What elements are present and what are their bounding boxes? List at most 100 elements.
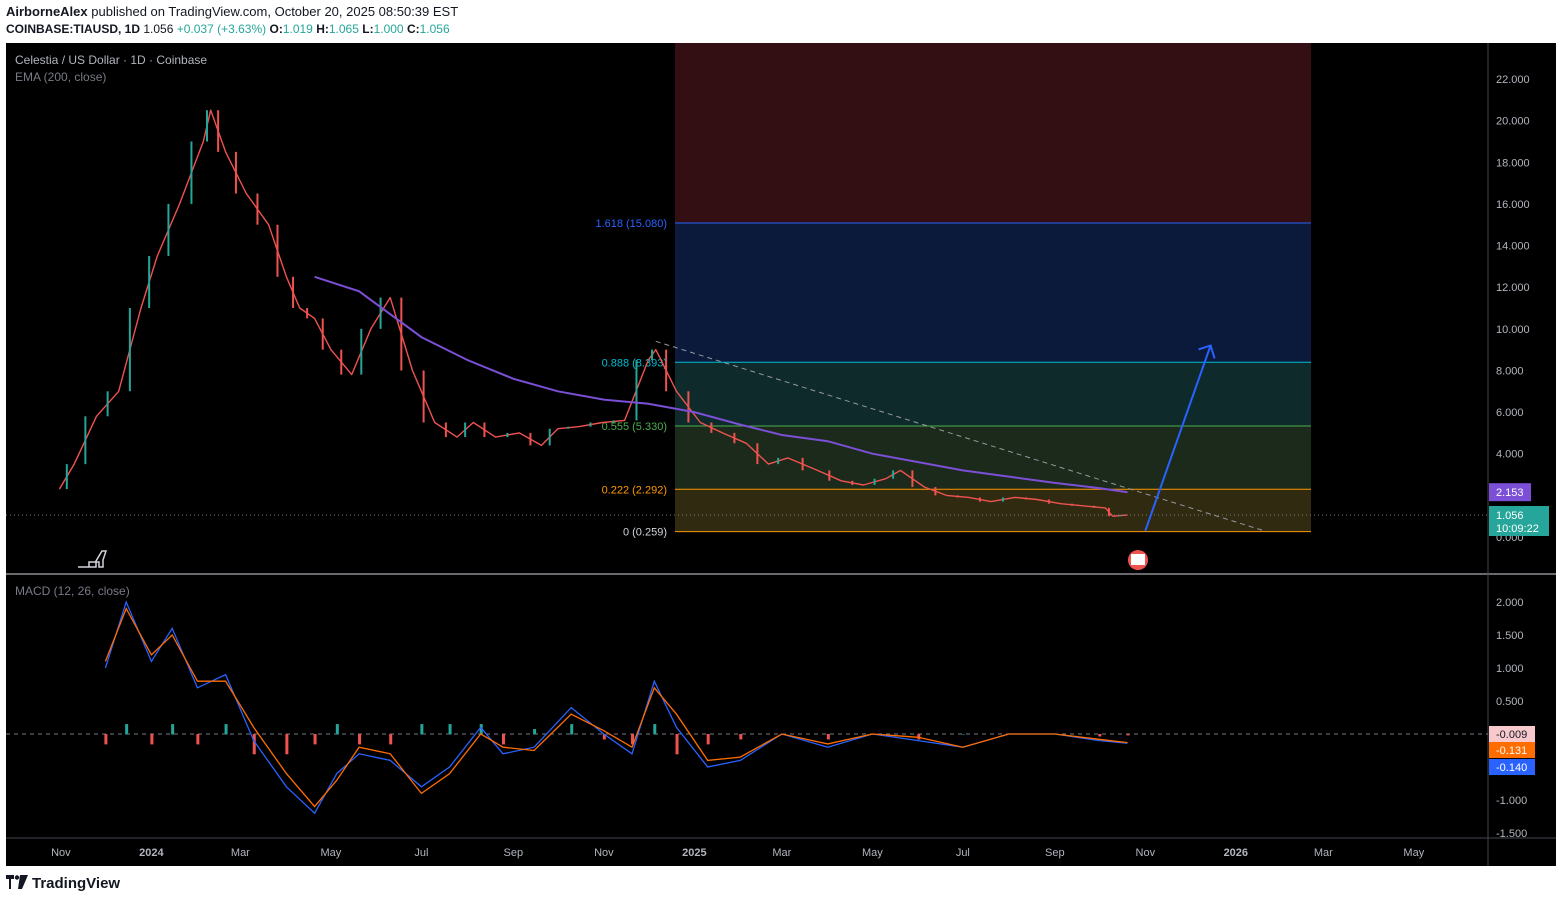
- price-series: [6, 109, 1488, 517]
- time-tick: Mar: [772, 847, 791, 859]
- macd-histogram-bar: [961, 734, 965, 735]
- macd-tick: -1.000: [1496, 795, 1527, 807]
- macd-histogram-bar: [224, 724, 228, 735]
- macd-histogram-bar: [917, 734, 921, 740]
- macd-histogram-bar: [125, 724, 129, 735]
- last-price-tag: [1489, 506, 1549, 537]
- time-tick: May: [862, 847, 883, 859]
- tradingview-footer: TradingView: [6, 875, 120, 893]
- chart-title: Celestia / US Dollar · 1D · Coinbase: [15, 53, 207, 67]
- macd-histogram-bar: [826, 734, 830, 740]
- publish-info: AirborneAlex published on TradingView.co…: [6, 4, 458, 19]
- ema-line: [314, 275, 1128, 494]
- time-tick: Nov: [1136, 847, 1156, 859]
- price-tick: 16.000: [1496, 199, 1530, 211]
- chart-canvas[interactable]: 0 (0.259) 0.222 (2.292) 0.555 (5.330) 0.888…: [6, 43, 1556, 866]
- high-value: 1.065: [328, 22, 359, 36]
- downtrend-line: [655, 340, 1265, 532]
- macd-histogram-bar: [150, 734, 154, 745]
- price-tick: 12.000: [1496, 282, 1530, 294]
- ema-price-tag: [1489, 483, 1531, 502]
- time-tick: Nov: [594, 847, 614, 859]
- macd-value-tag-text: -0.009: [1496, 729, 1527, 741]
- fib-zones: 0 (0.259) 0.222 (2.292) 0.555 (5.330) 0.888…: [595, 43, 1311, 539]
- ema-price-tag-text: 2.153: [1496, 487, 1524, 499]
- author-name: AirborneAlex: [6, 4, 88, 19]
- fib-zone-top: [675, 43, 1311, 224]
- price-tick: 14.000: [1496, 241, 1530, 253]
- price-tick: 6.000: [1496, 407, 1524, 419]
- macd-histogram-bar: [196, 734, 200, 745]
- time-tick: 2026: [1224, 847, 1248, 859]
- macd-histogram-bar: [1126, 734, 1130, 736]
- time-tick: 2024: [139, 847, 164, 859]
- macd-tick: 1.000: [1496, 663, 1524, 675]
- macd-histogram-bar: [171, 724, 175, 735]
- price-tick: 18.000: [1496, 157, 1530, 169]
- macd-histogram-bar: [335, 724, 339, 735]
- fib-zone-0.222: [675, 426, 1311, 490]
- price-tick: 8.000: [1496, 365, 1524, 377]
- macd-histogram-bar: [570, 724, 574, 735]
- macd-value-tag-text: -0.131: [1496, 745, 1527, 757]
- fib-label-0: 0 (0.259): [623, 527, 667, 539]
- close-value: 1.056: [419, 22, 450, 36]
- macd-tick: -1.500: [1496, 828, 1527, 840]
- fib-zone-0.555: [675, 362, 1311, 427]
- macd-histogram-bar: [739, 734, 743, 740]
- dino-icon: [78, 550, 108, 568]
- macd-pane: [6, 600, 1488, 815]
- time-tick: Sep: [504, 847, 524, 859]
- time-tick: Sep: [1045, 847, 1065, 859]
- time-tick: 2025: [682, 847, 706, 859]
- macd-histogram-bar: [706, 734, 710, 745]
- time-tick: Nov: [51, 847, 71, 859]
- brand-name: TradingView: [32, 875, 121, 892]
- macd-histogram-bar: [252, 734, 256, 755]
- macd-line: [104, 600, 1128, 815]
- ohlc-bar: COINBASE:TIAUSD, 1D 1.056 +0.037 (+3.63%…: [6, 22, 450, 36]
- macd-value-tag: [1489, 742, 1535, 758]
- time-tick: Mar: [231, 847, 250, 859]
- macd-tick: 2.000: [1496, 597, 1524, 609]
- axes: 22.000 20.000 18.000 16.000 14.000 12.000 10.0…: [51, 74, 1549, 859]
- macd-histogram-bar: [653, 724, 657, 735]
- price-change: +0.037 (+3.63%): [176, 22, 267, 36]
- tradingview-logo-icon: [6, 875, 28, 893]
- countdown-text: 10:09:22: [1496, 523, 1539, 535]
- macd-histogram-bar: [448, 724, 452, 735]
- macd-histogram-bar: [675, 734, 679, 755]
- last-price-tag-text: 1.056: [1496, 510, 1524, 522]
- macd-tick: 0.500: [1496, 696, 1524, 708]
- fib-zone-0.888: [675, 223, 1311, 363]
- open-value: 1.019: [282, 22, 313, 36]
- chart-panel[interactable]: 0 (0.259) 0.222 (2.292) 0.555 (5.330) 0.888…: [6, 43, 1556, 866]
- macd-histogram-bar: [104, 734, 108, 745]
- macd-histogram-bar: [501, 734, 505, 745]
- macd-histogram-bar: [533, 729, 537, 735]
- time-tick: Jul: [414, 847, 428, 859]
- fib-label-0.888: 0.888 (8.393): [602, 357, 667, 369]
- time-tick: May: [1403, 847, 1424, 859]
- open-label: O:: [269, 22, 283, 36]
- price-tick: 10.000: [1496, 324, 1530, 336]
- macd-histogram-bar: [631, 734, 635, 745]
- last-price: 1.056: [143, 22, 174, 36]
- signal-line: [104, 607, 1128, 808]
- close-label: C:: [406, 22, 420, 36]
- projection-arrow: [1144, 345, 1212, 532]
- macd-histogram-bar: [420, 724, 424, 735]
- time-tick: Mar: [1314, 847, 1333, 859]
- macd-histogram-bar: [389, 734, 393, 745]
- low-label: L:: [362, 22, 374, 36]
- grid: [6, 43, 1556, 866]
- projection-arrowhead: [1198, 344, 1216, 359]
- high-label: H:: [316, 22, 329, 36]
- ema-legend: EMA (200, close): [15, 70, 106, 84]
- macd-histogram-bar: [313, 734, 317, 745]
- price-tick: 22.000: [1496, 74, 1530, 86]
- time-tick: Jul: [956, 847, 970, 859]
- macd-value-tag: [1489, 726, 1535, 742]
- macd-histogram-bar: [358, 734, 362, 745]
- time-tick: May: [320, 847, 341, 859]
